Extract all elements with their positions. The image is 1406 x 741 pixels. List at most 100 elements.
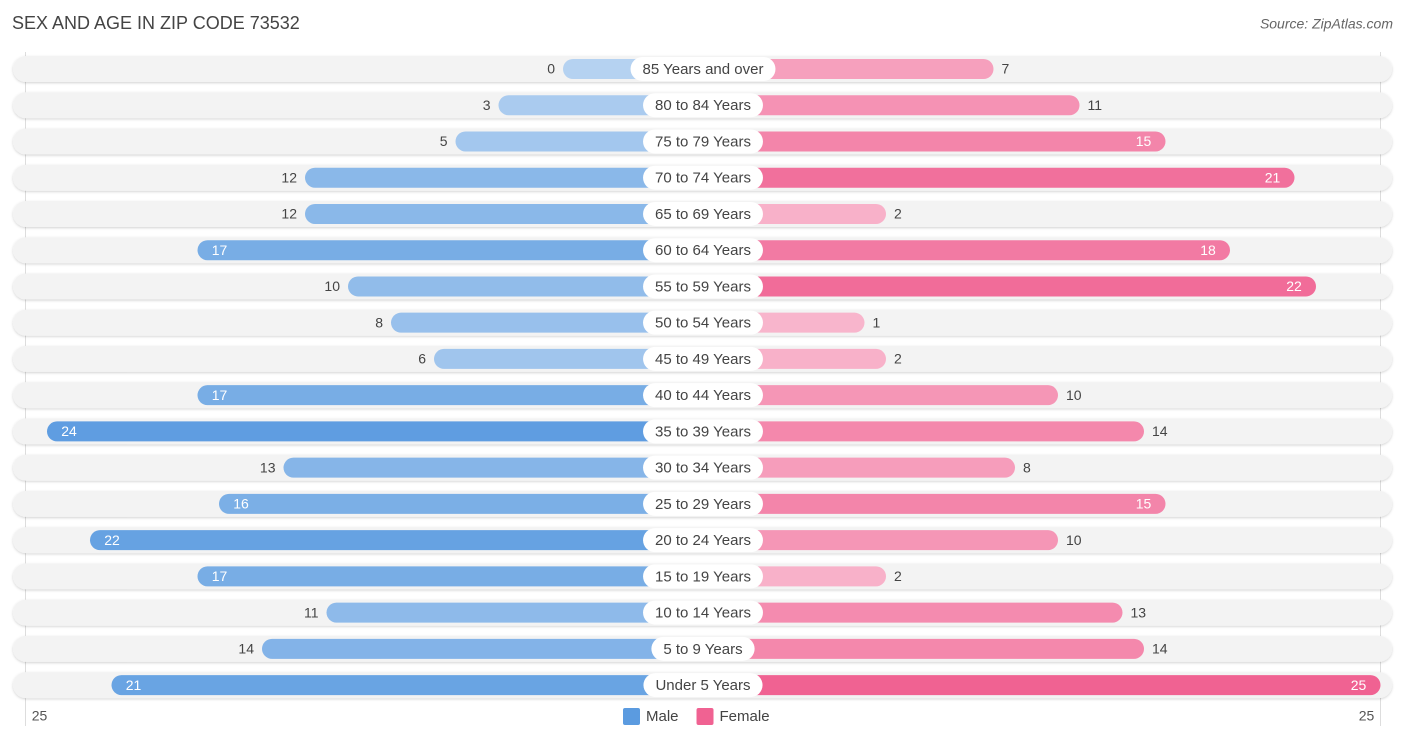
value-label: 12 <box>281 206 297 222</box>
category-pill <box>651 636 755 661</box>
bar <box>703 131 1166 152</box>
category-pill <box>643 673 763 698</box>
value-label: 22 <box>1286 278 1302 294</box>
value-label: 21 <box>126 677 142 693</box>
bar <box>305 167 703 188</box>
category-pill <box>643 600 763 625</box>
category-label: 60 to 64 Years <box>655 242 751 259</box>
bar <box>703 602 1123 623</box>
bar <box>703 240 1230 261</box>
bar <box>703 276 1316 297</box>
bar <box>703 638 1144 659</box>
bar <box>703 457 1015 478</box>
bar <box>434 348 703 369</box>
bar <box>305 203 703 224</box>
category-label: Under 5 Years <box>655 677 750 694</box>
value-label: 10 <box>324 278 340 294</box>
value-label: 10 <box>1066 387 1082 403</box>
category-label: 50 to 54 Years <box>655 315 751 332</box>
bar <box>703 59 994 79</box>
category-label: 20 to 24 Years <box>655 532 751 549</box>
category-label: 70 to 74 Years <box>655 170 751 187</box>
category-label: 65 to 69 Years <box>655 206 751 223</box>
value-label: 0 <box>547 61 555 77</box>
bar <box>326 602 703 623</box>
category-pill <box>643 455 763 480</box>
category-label: 10 to 14 Years <box>655 605 751 622</box>
category-pill <box>643 528 763 553</box>
category-pill <box>643 93 763 118</box>
value-label: 15 <box>1136 496 1152 512</box>
category-pill <box>643 310 763 335</box>
value-label: 14 <box>238 641 254 657</box>
bar <box>348 276 703 297</box>
category-pill <box>643 238 763 263</box>
category-pill <box>643 346 763 371</box>
bar <box>703 385 1058 406</box>
value-label: 8 <box>375 314 383 330</box>
category-pill <box>630 57 776 81</box>
category-label: 85 Years and over <box>643 61 764 78</box>
value-label: 17 <box>212 242 228 258</box>
bar <box>197 240 703 261</box>
value-label: 21 <box>1265 169 1281 185</box>
legend-label: Female <box>720 708 770 725</box>
category-label: 55 to 59 Years <box>655 278 751 295</box>
chart-title: SEX AND AGE IN ZIP CODE 73532 <box>12 13 300 33</box>
bar <box>262 638 703 659</box>
bar <box>703 530 1058 551</box>
bar <box>111 675 703 696</box>
value-label: 24 <box>61 423 77 439</box>
legend-label: Male <box>646 708 679 725</box>
category-label: 25 to 29 Years <box>655 496 751 513</box>
value-label: 10 <box>1066 532 1082 548</box>
category-pill <box>643 129 763 154</box>
category-pill <box>643 165 763 190</box>
category-pill <box>643 491 763 516</box>
value-label: 11 <box>304 604 319 620</box>
bar <box>47 421 703 442</box>
bar <box>197 385 703 406</box>
value-label: 17 <box>212 568 228 584</box>
value-label: 2 <box>894 206 902 222</box>
category-label: 75 to 79 Years <box>655 133 751 150</box>
bar <box>703 675 1381 696</box>
category-label: 15 to 19 Years <box>655 568 751 585</box>
bar <box>391 312 703 333</box>
source: Source: ZipAtlas.com <box>1260 16 1393 32</box>
value-label: 13 <box>1131 604 1147 620</box>
value-label: 2 <box>894 351 902 367</box>
category-pill <box>643 274 763 299</box>
x-tick-label: 25 <box>32 708 48 724</box>
category-label: 80 to 84 Years <box>655 97 751 114</box>
bar <box>90 530 703 551</box>
value-label: 3 <box>483 97 491 113</box>
bar <box>197 566 703 587</box>
bar <box>703 421 1144 442</box>
legend-swatch <box>623 708 640 725</box>
category-pill <box>643 201 763 226</box>
value-label: 16 <box>233 496 249 512</box>
category-pill <box>643 564 763 589</box>
bar <box>455 131 703 152</box>
value-label: 17 <box>212 387 228 403</box>
category-label: 45 to 49 Years <box>655 351 751 368</box>
category-pill <box>643 419 763 444</box>
value-label: 1 <box>873 314 881 330</box>
bar <box>219 493 703 514</box>
x-tick-label: 25 <box>1359 708 1375 724</box>
value-label: 11 <box>1088 97 1103 113</box>
value-label: 13 <box>260 459 276 475</box>
value-label: 12 <box>281 169 297 185</box>
bar <box>703 493 1166 514</box>
value-label: 22 <box>104 532 120 548</box>
category-pill <box>643 383 763 408</box>
value-label: 18 <box>1200 242 1216 258</box>
value-label: 2 <box>894 568 902 584</box>
category-label: 5 to 9 Years <box>663 641 742 658</box>
value-label: 15 <box>1136 133 1152 149</box>
value-label: 25 <box>1351 677 1367 693</box>
value-label: 7 <box>1002 61 1010 77</box>
value-label: 6 <box>418 351 426 367</box>
